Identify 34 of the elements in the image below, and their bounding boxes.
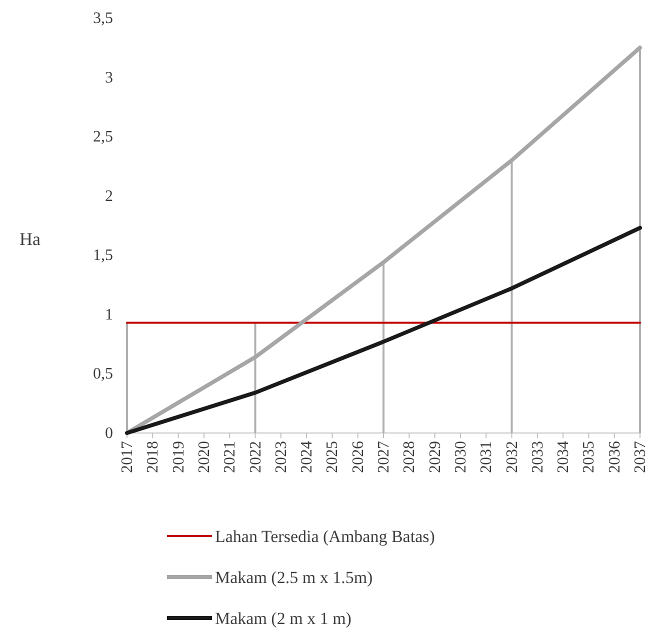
y-tick-label: 1 [105, 306, 113, 324]
x-tick-label: 2026 [350, 441, 367, 473]
x-tick-label: 2028 [401, 441, 418, 473]
x-tick-label: 2035 [580, 441, 598, 473]
y-tick-label: 2 [105, 188, 113, 205]
x-tick-label: 2020 [196, 441, 213, 473]
x-tick-label: 2024 [298, 441, 316, 473]
x-tick-label: 2019 [170, 441, 188, 473]
x-tick-label: 2022 [247, 441, 264, 473]
x-tick-label: 2031 [478, 441, 496, 473]
y-tick-label: 3 [105, 69, 113, 86]
x-tick-label: 2034 [555, 441, 572, 473]
x-tick-label: 2033 [529, 441, 546, 473]
y-tick-label: 0 [105, 425, 113, 442]
legend-label: Makam (2 m x 1 m) [215, 609, 352, 628]
y-tick-label: 0,5 [93, 366, 113, 383]
x-tick-label: 2017 [119, 441, 136, 473]
y-axis-title: Ha [20, 229, 40, 249]
x-tick-label: 2027 [376, 441, 392, 473]
x-tick-label: 2032 [504, 441, 521, 473]
x-tick-label: 2029 [426, 441, 444, 473]
x-tick-label: 2025 [324, 441, 342, 473]
x-tick-label: 2018 [144, 441, 162, 473]
x-tick-label: 2023 [272, 441, 290, 473]
line-series [125, 226, 642, 435]
y-tick-label: 2,5 [93, 128, 113, 146]
legend-label: Makam (2.5 m x 1.5m) [215, 568, 373, 587]
x-tick-label: 2021 [222, 441, 239, 473]
x-tick-label: 2037 [632, 441, 649, 473]
y-tick-label: 3,5 [93, 10, 113, 27]
legend-label: Lahan Tersedia (Ambang Batas) [215, 527, 435, 546]
x-tick-label: 2036 [606, 441, 624, 473]
y-tick-label: 1,5 [93, 247, 113, 264]
x-tick-label: 2030 [452, 441, 470, 473]
